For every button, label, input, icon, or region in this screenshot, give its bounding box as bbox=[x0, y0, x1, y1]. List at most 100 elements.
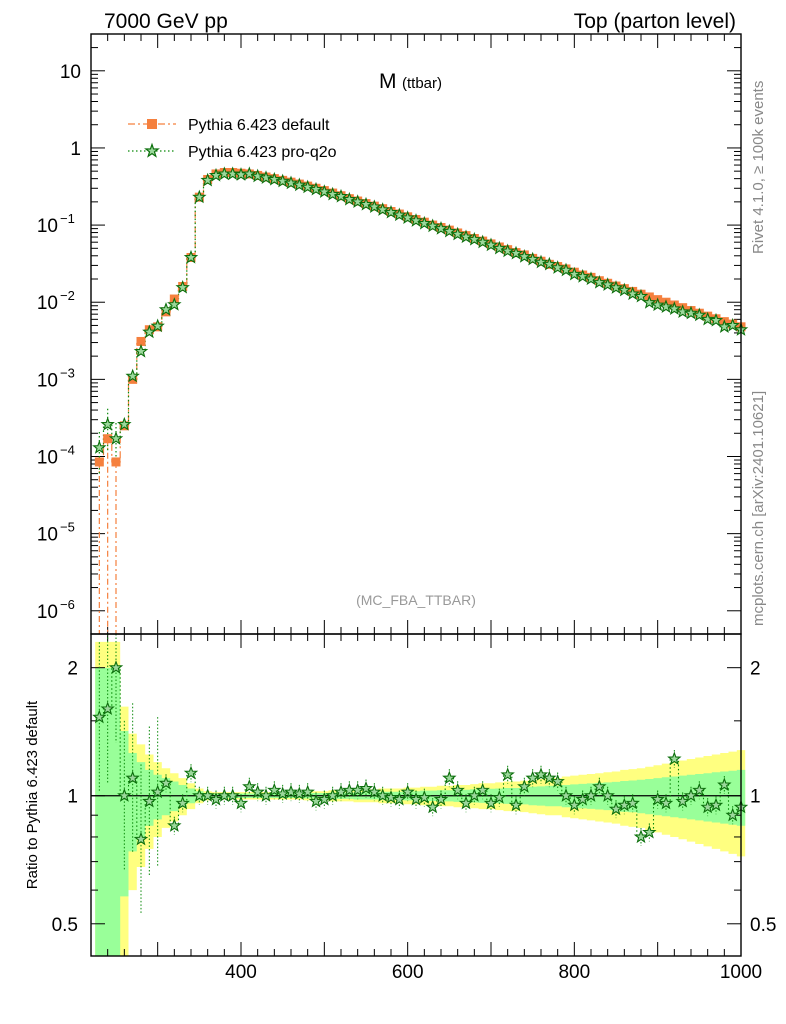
ratio-point bbox=[500, 767, 515, 781]
ratio-point bbox=[208, 791, 224, 806]
ratio-point bbox=[117, 788, 132, 802]
ratio-point bbox=[142, 793, 157, 808]
proq2o-point bbox=[358, 196, 374, 211]
ratio-point bbox=[683, 788, 699, 802]
proq2o-point bbox=[125, 368, 140, 383]
proq2o-point bbox=[550, 260, 565, 274]
ratio-point bbox=[158, 775, 174, 790]
proq2o-point bbox=[142, 324, 157, 339]
ratio-y-tick-label: 2 bbox=[67, 659, 78, 680]
mcplots-reference-label: mcplots.cern.ch [arXiv:2401.10621] bbox=[750, 391, 767, 626]
proq2o-point bbox=[525, 251, 540, 266]
legend-default-marker bbox=[147, 119, 157, 129]
proq2o-point bbox=[275, 173, 290, 188]
ratio-point bbox=[675, 793, 690, 808]
ratio-point bbox=[558, 788, 574, 802]
y-tick-exponent: −4 bbox=[60, 443, 75, 458]
proq2o-point bbox=[683, 305, 699, 320]
ratio-point bbox=[533, 767, 549, 781]
ratio-point bbox=[375, 788, 390, 802]
legend-default-label: Pythia 6.423 default bbox=[188, 117, 330, 134]
ratio-point bbox=[258, 788, 274, 802]
ratio-point bbox=[100, 701, 115, 716]
proq2o-point bbox=[350, 194, 365, 209]
ratio-point bbox=[692, 782, 707, 797]
y-tick-exponent: −3 bbox=[60, 365, 75, 380]
rivet-version-label: Rivet 4.1.0, ≥ 100k events bbox=[750, 81, 767, 254]
ratio-point bbox=[233, 795, 249, 810]
proq2o-point bbox=[425, 218, 440, 233]
proq2o-point bbox=[292, 177, 307, 192]
proq2o-point bbox=[400, 210, 415, 225]
proq2o-point bbox=[300, 179, 315, 194]
proq2o-point bbox=[267, 171, 282, 186]
proq2o-point bbox=[158, 302, 174, 316]
proq2o-point bbox=[708, 312, 724, 327]
y-tick-label: 10 bbox=[37, 602, 58, 623]
proq2o-point bbox=[633, 288, 649, 303]
ratio-point bbox=[592, 779, 607, 793]
ratio-point bbox=[492, 790, 507, 804]
ratio-point bbox=[125, 770, 140, 785]
proq2o-point bbox=[625, 286, 640, 301]
y-tick-label: 10 bbox=[37, 370, 58, 391]
ratio-y-axis-label: Ratio to Pythia 6.423 default bbox=[24, 700, 41, 889]
ratio-point bbox=[508, 797, 524, 812]
ratio-point bbox=[358, 780, 374, 795]
proq2o-point bbox=[342, 191, 357, 206]
proq2o-point bbox=[433, 221, 449, 235]
proq2o-point bbox=[242, 166, 257, 181]
proq2o-point bbox=[533, 254, 549, 269]
ratio-point bbox=[325, 788, 340, 802]
ratio-point bbox=[200, 788, 215, 802]
proq2o-point bbox=[567, 266, 582, 281]
legend-proq2o-marker bbox=[144, 142, 160, 158]
ratio-point bbox=[175, 795, 190, 810]
proq2o-point bbox=[225, 166, 240, 181]
legend-proq2o-label: Pythia 6.423 pro-q2o bbox=[188, 144, 337, 161]
proq2o-point bbox=[392, 207, 407, 222]
proq2o-point bbox=[492, 240, 507, 255]
analysis-watermark: (MC_FBA_TTBAR) bbox=[356, 592, 476, 608]
default-point bbox=[103, 434, 113, 444]
ratio-point bbox=[433, 791, 449, 806]
y-tick-label: 10 bbox=[37, 525, 58, 546]
ratio-point bbox=[367, 784, 382, 799]
x-tick-label: 1000 bbox=[720, 962, 762, 983]
x-tick-label: 800 bbox=[558, 962, 590, 983]
ratio-point bbox=[133, 831, 149, 846]
proq2o-point bbox=[475, 234, 490, 249]
ratio-point bbox=[608, 801, 624, 816]
proq2o-point bbox=[108, 431, 124, 445]
ratio-point bbox=[725, 807, 740, 822]
y-tick-label: 10 bbox=[37, 216, 58, 237]
proq2o-point bbox=[417, 215, 432, 230]
y-tick-label: 10 bbox=[60, 62, 81, 83]
ratio-point bbox=[267, 782, 282, 797]
ratio-point bbox=[542, 770, 557, 785]
ratio-point bbox=[300, 784, 315, 799]
header-right: Top (parton level) bbox=[574, 10, 736, 33]
ratio-frame bbox=[90, 633, 742, 957]
proq2o-point bbox=[483, 237, 499, 252]
y-tick-exponent: −5 bbox=[60, 520, 75, 535]
proq2o-point bbox=[258, 170, 274, 184]
ratio-point bbox=[717, 777, 732, 792]
x-tick-label: 400 bbox=[225, 962, 257, 983]
default-point bbox=[128, 374, 138, 384]
ratio-point bbox=[383, 790, 399, 804]
proq2o-point bbox=[367, 199, 382, 214]
proq2o-point bbox=[333, 188, 349, 203]
plot-title-main: M bbox=[379, 70, 397, 93]
proq2o-point bbox=[317, 184, 332, 198]
uncertainty-band-green bbox=[95, 667, 746, 956]
proq2o-point bbox=[558, 262, 574, 277]
ratio-panel: 0.5 0.5 1 1 2 2 400 600 800 1000 bbox=[52, 634, 776, 983]
ratio-point bbox=[633, 829, 649, 844]
proq2o-point bbox=[517, 249, 532, 263]
y-tick-exponent: −6 bbox=[60, 597, 75, 612]
ratio-point bbox=[642, 824, 657, 839]
proq2o-point bbox=[675, 304, 690, 318]
proq2o-point bbox=[725, 317, 740, 332]
